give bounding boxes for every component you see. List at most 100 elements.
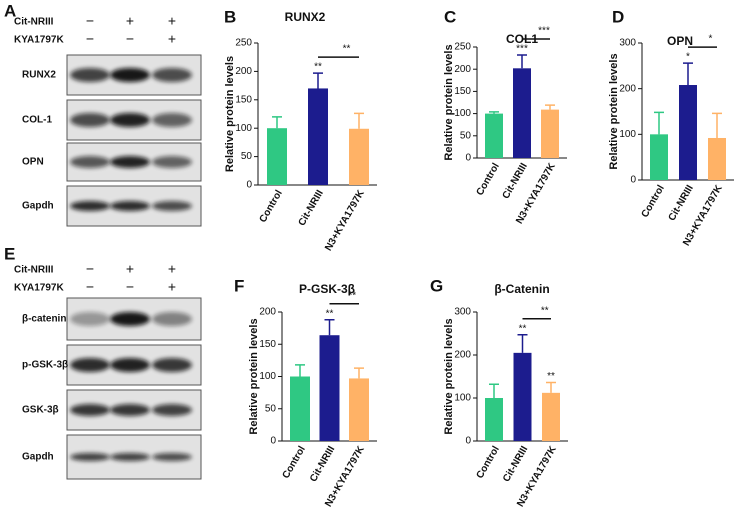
error-bar bbox=[683, 62, 693, 86]
y-tick-label: 200 bbox=[454, 64, 471, 75]
y-tick-label: 200 bbox=[259, 307, 276, 318]
band-label: GSK-3β bbox=[22, 405, 59, 416]
condition-sign: − bbox=[126, 31, 134, 47]
bar bbox=[708, 137, 726, 180]
significance-label: *** bbox=[516, 44, 528, 55]
bar bbox=[541, 109, 559, 158]
condition-sign: − bbox=[86, 31, 94, 47]
bar bbox=[485, 398, 503, 441]
significance-label: ** bbox=[326, 308, 334, 319]
x-tick-label: Control bbox=[475, 444, 502, 480]
error-bar bbox=[354, 112, 364, 129]
y-tick-label: 200 bbox=[235, 66, 252, 77]
band-label: Gapdh bbox=[22, 452, 54, 463]
x-tick-label: Control bbox=[640, 183, 667, 219]
chart-title: β-Catenin bbox=[494, 282, 549, 296]
x-tick-label: Cit-NRIII bbox=[308, 444, 337, 484]
y-tick-label: 250 bbox=[454, 42, 471, 53]
y-tick-label: 300 bbox=[454, 307, 471, 318]
panel-letter: G bbox=[430, 276, 443, 295]
bracket-label: ** bbox=[348, 290, 356, 301]
x-tick-label: Control bbox=[475, 161, 502, 197]
band bbox=[70, 68, 110, 82]
band-label: p-GSK-3β bbox=[22, 360, 68, 371]
y-tick-label: 0 bbox=[465, 153, 471, 164]
y-tick-label: 0 bbox=[246, 180, 252, 191]
condition-sign: + bbox=[126, 261, 134, 277]
y-tick-label: 50 bbox=[265, 403, 277, 414]
band bbox=[152, 312, 192, 326]
x-tick-label: Cit-NRIII bbox=[667, 183, 696, 223]
y-tick-label: 0 bbox=[630, 175, 636, 186]
error-bar bbox=[546, 381, 556, 393]
condition-sign: − bbox=[86, 279, 94, 295]
y-axis-label: Relative protein levels bbox=[248, 318, 260, 434]
error-bar bbox=[654, 111, 664, 135]
y-axis-label: Relative protein levels bbox=[443, 44, 455, 160]
y-axis-label: Relative protein levels bbox=[443, 318, 455, 434]
condition-label: Cit-NRIII bbox=[14, 265, 54, 276]
chart-title: P-GSK-3β bbox=[299, 282, 355, 296]
bar bbox=[349, 128, 369, 185]
band-label: Gapdh bbox=[22, 201, 54, 212]
error-bar bbox=[295, 364, 305, 377]
band bbox=[110, 156, 150, 168]
y-tick-label: 250 bbox=[235, 38, 252, 49]
y-tick-label: 100 bbox=[235, 123, 252, 134]
band bbox=[152, 68, 192, 82]
y-tick-label: 100 bbox=[454, 108, 471, 119]
chart-title: OPN bbox=[667, 34, 693, 48]
error-bar bbox=[272, 116, 282, 129]
bracket-label: *** bbox=[538, 26, 550, 37]
condition-sign: + bbox=[168, 13, 176, 29]
condition-label: KYA1797K bbox=[14, 35, 64, 46]
condition-sign: + bbox=[168, 261, 176, 277]
y-tick-label: 300 bbox=[619, 38, 636, 49]
bar bbox=[650, 134, 668, 180]
y-tick-label: 150 bbox=[259, 339, 276, 350]
y-tick-label: 200 bbox=[454, 350, 471, 361]
y-tick-label: 50 bbox=[460, 130, 472, 141]
bar bbox=[513, 68, 531, 158]
band bbox=[152, 113, 192, 127]
error-bar bbox=[324, 318, 335, 336]
bracket-label: ** bbox=[343, 44, 351, 55]
y-tick-label: 0 bbox=[270, 436, 276, 447]
band bbox=[70, 113, 110, 127]
y-tick-label: 100 bbox=[454, 393, 471, 404]
significance-label: ** bbox=[547, 371, 555, 382]
band bbox=[110, 312, 150, 326]
condition-sign: + bbox=[168, 31, 176, 47]
condition-sign: − bbox=[86, 13, 94, 29]
band bbox=[152, 453, 192, 461]
panel-letter: F bbox=[234, 276, 244, 295]
band-label: COL-1 bbox=[22, 115, 52, 126]
error-bar bbox=[517, 334, 528, 353]
band bbox=[152, 404, 192, 416]
significance-label: ** bbox=[314, 62, 322, 73]
y-axis-label: Relative protein levels bbox=[608, 53, 620, 169]
error-bar bbox=[489, 383, 499, 398]
band bbox=[110, 68, 150, 82]
x-tick-label: Cit-NRIII bbox=[297, 188, 326, 228]
band-label: OPN bbox=[22, 157, 44, 168]
y-tick-label: 0 bbox=[465, 436, 471, 447]
error-bar bbox=[545, 104, 555, 110]
x-tick-label: Control bbox=[258, 188, 285, 224]
bar bbox=[308, 88, 328, 185]
y-tick-label: 100 bbox=[259, 371, 276, 382]
condition-sign: − bbox=[126, 279, 134, 295]
band bbox=[70, 453, 110, 461]
y-axis-label: Relative protein levels bbox=[224, 56, 236, 172]
bar bbox=[267, 128, 287, 185]
band bbox=[70, 404, 110, 416]
band bbox=[152, 201, 192, 211]
bar bbox=[679, 85, 697, 180]
band-label: β-catenin bbox=[22, 314, 66, 325]
y-tick-label: 150 bbox=[235, 94, 252, 105]
bar bbox=[290, 376, 310, 441]
bar bbox=[485, 113, 503, 158]
bar bbox=[513, 352, 532, 441]
band bbox=[110, 358, 150, 372]
